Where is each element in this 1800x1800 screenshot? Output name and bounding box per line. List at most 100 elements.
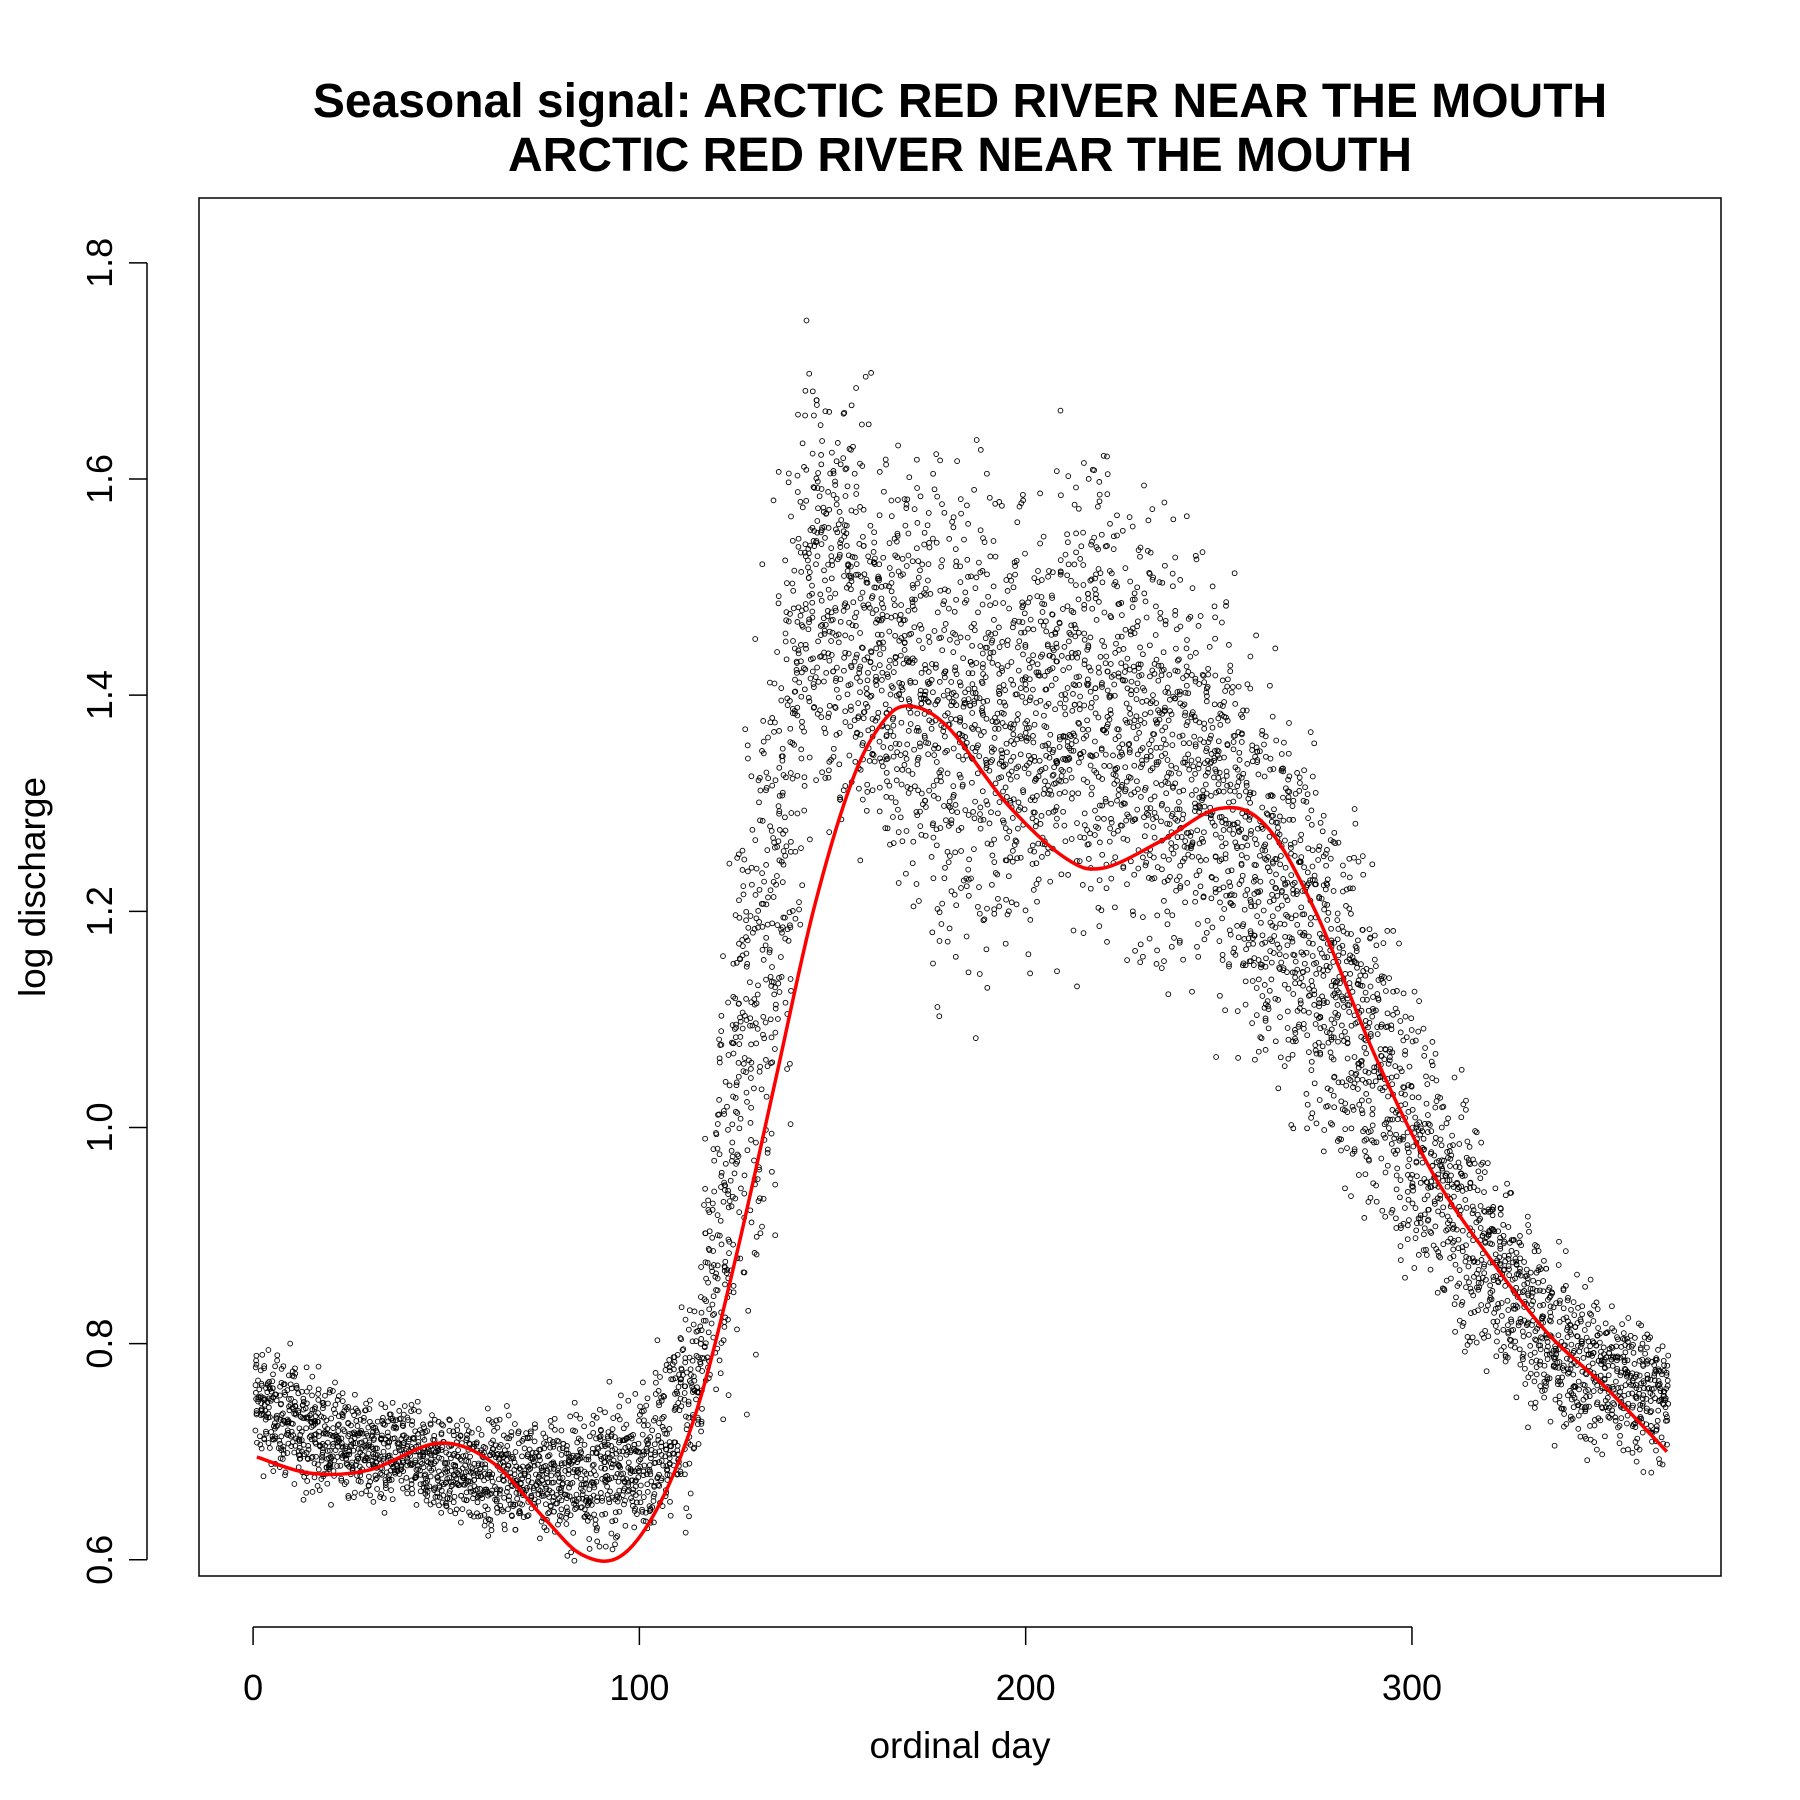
data-point — [1195, 756, 1202, 763]
data-point — [925, 698, 931, 705]
data-point — [1235, 1055, 1241, 1061]
data-point — [1291, 879, 1298, 886]
data-point — [772, 844, 778, 851]
data-point — [602, 1511, 609, 1517]
data-point — [941, 598, 948, 604]
data-point — [726, 1198, 733, 1204]
data-point — [1026, 676, 1033, 683]
data-point — [1162, 562, 1168, 569]
data-point — [396, 1471, 403, 1477]
data-point — [798, 569, 805, 575]
data-point — [853, 483, 860, 490]
data-point — [1177, 885, 1184, 891]
data-point — [930, 960, 936, 967]
data-point — [656, 1399, 662, 1406]
data-point — [334, 1397, 341, 1403]
data-point — [698, 1327, 705, 1333]
data-point — [1302, 784, 1308, 791]
data-point — [632, 1391, 639, 1397]
data-point — [686, 1460, 693, 1467]
data-point — [408, 1401, 415, 1408]
data-point — [566, 1484, 572, 1491]
data-point — [914, 456, 920, 463]
data-point — [1243, 835, 1249, 841]
data-point — [736, 1125, 743, 1132]
data-point — [415, 1439, 422, 1445]
data-point — [349, 1462, 355, 1468]
data-point — [938, 921, 945, 927]
data-point — [1211, 822, 1218, 829]
data-point — [1119, 527, 1126, 534]
data-point — [1071, 501, 1078, 508]
data-point — [659, 1415, 666, 1422]
data-point — [578, 1449, 584, 1456]
data-point — [295, 1436, 302, 1443]
data-point — [539, 1490, 546, 1497]
data-point — [420, 1449, 427, 1456]
data-point — [308, 1410, 315, 1417]
data-point — [612, 1541, 618, 1548]
data-point — [895, 442, 901, 449]
data-point — [1194, 943, 1200, 950]
data-point — [383, 1485, 389, 1491]
data-point — [434, 1490, 441, 1497]
data-point — [767, 973, 774, 980]
data-point — [820, 504, 827, 511]
data-point — [1076, 673, 1082, 680]
data-point — [977, 825, 984, 832]
data-point — [426, 1483, 433, 1490]
data-point — [785, 470, 792, 477]
data-point — [421, 1472, 428, 1479]
data-point — [894, 766, 900, 772]
data-point — [773, 1001, 779, 1008]
data-point — [730, 960, 737, 967]
data-point — [1045, 790, 1052, 797]
data-point — [1244, 886, 1251, 893]
data-point — [474, 1499, 481, 1506]
data-point — [304, 1400, 310, 1407]
data-point — [1269, 713, 1276, 720]
data-point — [867, 558, 873, 565]
data-point — [1270, 860, 1276, 867]
data-point — [1127, 711, 1134, 717]
data-point — [1301, 960, 1308, 967]
data-point — [818, 632, 824, 638]
data-point — [900, 660, 907, 667]
data-point — [1247, 653, 1254, 660]
data-point — [1159, 727, 1166, 734]
data-point — [883, 461, 889, 468]
data-point — [385, 1453, 392, 1459]
data-point — [925, 740, 932, 747]
data-point — [971, 815, 978, 822]
data-point — [768, 1060, 774, 1066]
data-point — [1138, 794, 1144, 800]
data-point — [857, 630, 863, 636]
data-point — [1065, 872, 1071, 878]
data-point — [315, 1466, 322, 1473]
data-point — [594, 1524, 600, 1531]
data-point — [780, 830, 786, 837]
data-point — [811, 684, 817, 690]
data-point — [805, 574, 812, 581]
data-point — [877, 755, 883, 762]
data-point — [648, 1455, 654, 1462]
data-point — [473, 1439, 480, 1446]
data-point — [1072, 682, 1079, 689]
data-point — [933, 451, 940, 457]
data-point — [947, 636, 953, 643]
data-point — [286, 1372, 292, 1379]
data-point — [837, 794, 843, 801]
data-point — [788, 987, 794, 994]
data-point — [775, 593, 782, 599]
data-point — [736, 955, 743, 962]
data-point — [910, 838, 917, 845]
data-point — [926, 639, 933, 645]
data-point — [884, 825, 891, 832]
data-point — [1219, 957, 1226, 963]
data-point — [1030, 733, 1036, 739]
data-point — [622, 1497, 628, 1504]
data-point — [1039, 743, 1046, 749]
data-point — [906, 474, 913, 481]
data-point — [713, 1386, 719, 1393]
data-point — [948, 888, 955, 895]
